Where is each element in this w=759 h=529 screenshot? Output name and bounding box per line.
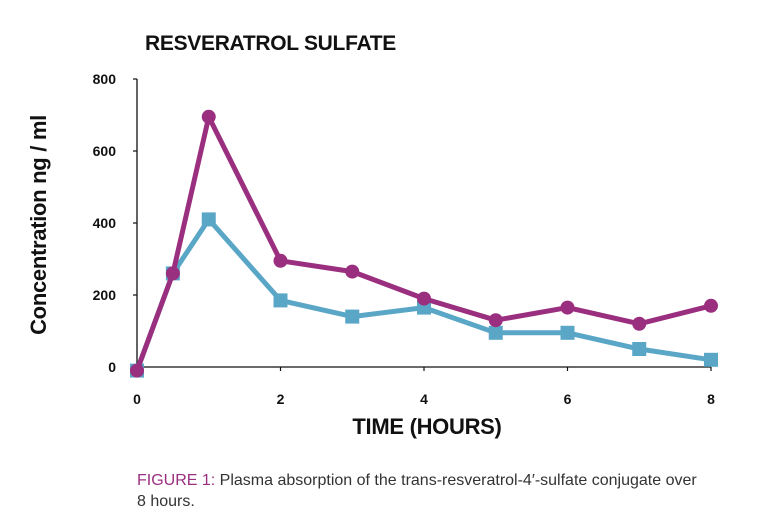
y-tick-label: 400 [93, 215, 117, 231]
series-2-point [704, 352, 718, 367]
y-tick-label: 800 [93, 71, 117, 87]
figure-caption: FIGURE 1: Plasma absorption of the trans… [137, 470, 697, 512]
series-1-point [165, 266, 180, 281]
series-1-point [632, 316, 647, 331]
series-layer [130, 109, 718, 378]
series-1-point [488, 313, 503, 328]
series-1-point [273, 253, 288, 268]
series-2-point [632, 342, 647, 356]
series-1-point [560, 300, 575, 315]
y-tick-label: 600 [93, 143, 117, 159]
series-2-point [488, 325, 503, 340]
caption-label: FIGURE 1: [137, 472, 216, 489]
series-2-point [201, 212, 216, 227]
series-2-point [273, 293, 288, 308]
series-1-line [134, 114, 714, 374]
y-axis-label: Concentration ng / ml [26, 115, 51, 335]
x-tick-label: 8 [707, 391, 715, 407]
caption-text: Plasma absorption of the trans-resveratr… [137, 472, 697, 510]
chart: RESVERATROL SULFATE 0 200 400 600 800 0 2 4 6 8 T… [26, 32, 718, 439]
series-1-point [130, 363, 144, 378]
x-tick-label: 4 [420, 391, 428, 407]
series-1-point [417, 291, 431, 306]
series-2-line [134, 216, 714, 374]
y-tick-label: 200 [93, 287, 117, 303]
axes: 0 200 400 600 800 0 2 4 6 8 [93, 71, 715, 407]
chart-title: RESVERATROL SULFATE [145, 32, 396, 55]
series-1 [130, 109, 718, 378]
y-tick-label: 0 [108, 359, 116, 375]
series-1-point [704, 298, 718, 313]
series-1-point [201, 109, 216, 124]
x-axis-label: TIME (HOURS) [352, 414, 501, 439]
x-tick-label: 2 [277, 391, 285, 407]
series-1-point [345, 264, 360, 279]
chart-svg: RESVERATROL SULFATE 0 200 400 600 800 0 2 4 6 8 T… [26, 32, 718, 439]
series-2-point [345, 309, 360, 324]
x-tick-label: 6 [564, 391, 572, 407]
series-2-point [560, 325, 575, 340]
x-tick-label: 0 [133, 391, 141, 407]
